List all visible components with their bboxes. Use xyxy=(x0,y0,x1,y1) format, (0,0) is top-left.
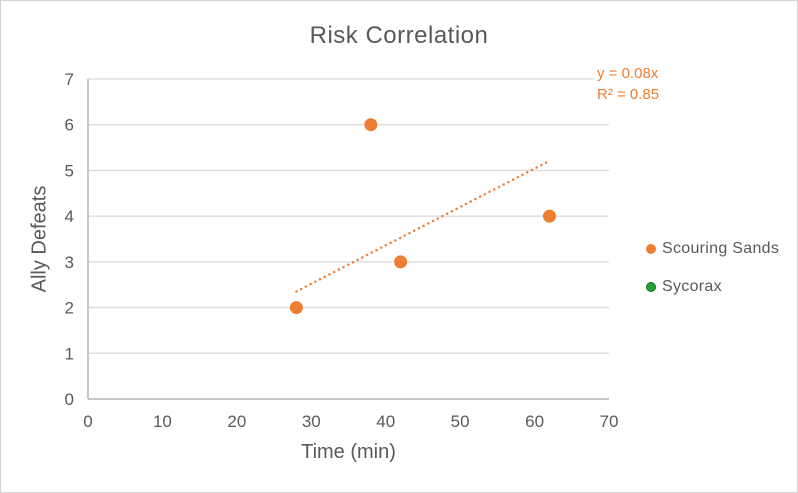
y-axis-title: Ally Defeats xyxy=(28,185,51,293)
x-tick-label: 50 xyxy=(451,412,470,431)
legend-item-scouring-sands: Scouring Sands xyxy=(646,239,779,259)
trendline-equation: y = 0.08x xyxy=(597,65,659,82)
y-tick-label: 4 xyxy=(65,207,74,226)
x-axis-title: Time (min) xyxy=(301,441,396,463)
y-tick-label: 1 xyxy=(65,344,74,363)
legend-marker-icon xyxy=(646,282,656,292)
x-tick-label: 10 xyxy=(153,412,172,431)
y-tick-label: 2 xyxy=(65,299,74,318)
x-tick-label: 0 xyxy=(83,412,92,431)
legend: Scouring Sands Sycorax xyxy=(646,239,779,315)
chart-title: Risk Correlation xyxy=(309,22,489,49)
legend-item-sycorax: Sycorax xyxy=(646,277,779,297)
x-tick-label: 20 xyxy=(227,412,246,431)
y-tick-label: 5 xyxy=(65,161,74,180)
trendline-label: y = 0.08x R² = 0.85 xyxy=(594,63,663,107)
x-tick-label: 40 xyxy=(376,412,395,431)
data-point xyxy=(289,301,303,315)
y-tick-label: 3 xyxy=(65,253,74,272)
legend-label: Sycorax xyxy=(662,278,722,295)
y-tick-label: 6 xyxy=(65,116,74,135)
x-tick-label: 60 xyxy=(525,412,544,431)
data-point xyxy=(542,209,556,223)
trendline-r-squared: R² = 0.85 xyxy=(597,86,660,103)
legend-label: Scouring Sands xyxy=(662,240,780,257)
y-tick-label: 0 xyxy=(65,390,74,409)
legend-marker-icon xyxy=(646,244,656,254)
data-point xyxy=(394,255,408,269)
y-tick-label: 7 xyxy=(65,70,74,89)
data-point xyxy=(364,118,378,132)
x-tick-label: 70 xyxy=(600,412,619,431)
trendline xyxy=(295,159,551,293)
x-tick-label: 30 xyxy=(302,412,321,431)
